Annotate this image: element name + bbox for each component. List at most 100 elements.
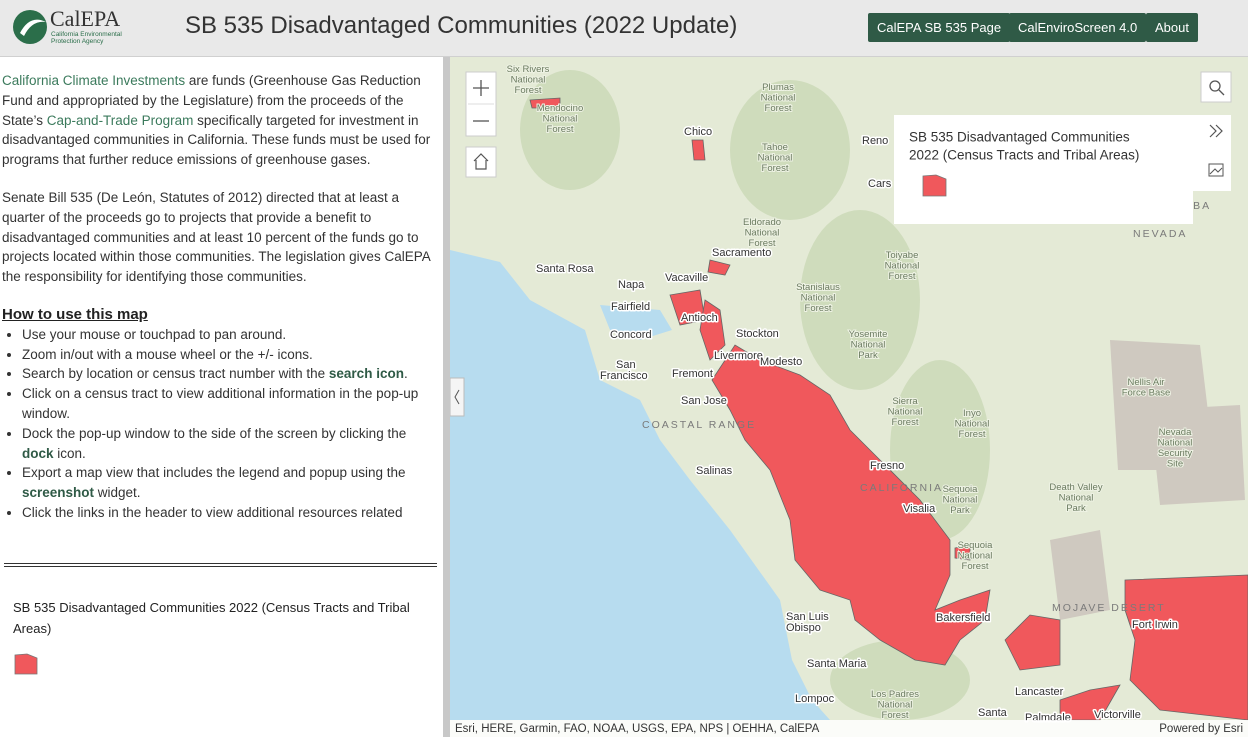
area-label-line: Six Rivers (507, 64, 550, 75)
logo-sub: Protection Agency (51, 38, 104, 45)
map-label: Lompoc (795, 693, 835, 705)
area-label-line: Sequoia (958, 540, 994, 551)
map-label: Santa (978, 707, 1008, 719)
area-label: Nellis Air Force Base (1122, 377, 1171, 399)
area-label-line: Forest (515, 85, 542, 96)
area-label-line: National (851, 340, 886, 351)
text: . (403, 366, 408, 382)
area-label-line: Sierra (892, 396, 918, 407)
map-label: Santa Rosa (536, 263, 594, 275)
region-label: NEVADA (1133, 228, 1187, 240)
legend-title: SB 535 Disadvantaged Communities 2022 (C… (13, 600, 410, 636)
text: Zoom in/out with a mouse wheel or the +/… (22, 346, 313, 362)
area-label: Toiyabe National Forest (885, 250, 920, 282)
expand-button[interactable] (1193, 115, 1231, 153)
area-label-line: Forest (547, 124, 574, 135)
ocean (450, 250, 830, 720)
map-label: Cars (868, 178, 892, 190)
step: Dock the pop-up window to the side of th… (22, 424, 440, 464)
area-label-line: National (543, 114, 578, 125)
map[interactable]: Chico Reno Cars Sacramento Santa Rosa Na… (450, 57, 1248, 737)
link[interactable]: California Climate Investments (2, 73, 186, 88)
step: Click the links in the header to view ad… (22, 503, 440, 523)
area-label: Stanislaus National Forest (796, 282, 840, 314)
map-label: Chico (684, 126, 712, 138)
map-label: Fremont (672, 368, 713, 380)
area-label-line: Nevada (1159, 427, 1192, 438)
area-label-line: Forest (889, 271, 916, 282)
header-button[interactable]: CalEnviroScreen 4.0 (1009, 13, 1147, 42)
area-label-line: National (801, 293, 836, 304)
area-label: Sierra National Forest (888, 396, 923, 428)
header-button[interactable]: CalEPA SB 535 Page (868, 13, 1011, 42)
area-label-line: Mendocino (537, 103, 583, 114)
restricted-areas (1050, 340, 1245, 620)
area-label: Six Rivers National Forest (507, 64, 550, 96)
area-label-line: Force Base (1122, 388, 1171, 399)
area-label-line: National (888, 407, 923, 418)
text: Dock the pop-up window to the side of th… (22, 425, 407, 441)
powered-by[interactable]: Powered by Esri (1159, 723, 1243, 735)
region-label: MOJAVE DESERT (1052, 602, 1166, 614)
disadvantaged-areas (529, 97, 1248, 721)
area-label: Tahoe National Forest (758, 142, 793, 174)
step: Zoom in/out with a mouse wheel or the +/… (22, 345, 440, 365)
area-label-line: National (1158, 438, 1193, 449)
keyword: search icon (328, 366, 404, 382)
region-label: COASTAL RANGE (642, 419, 756, 431)
map-label: San Luis (786, 611, 829, 623)
area-label-line: National (745, 228, 780, 239)
area-label-line: Forest (805, 303, 832, 314)
logo-swoosh (20, 19, 46, 36)
area-label: Eldorado National Forest (743, 217, 781, 249)
text: Click the links in the header to view ad… (22, 504, 403, 520)
zoom-in[interactable] (473, 80, 489, 96)
bill: Senate Bill 535 (De León, Statutes of 20… (2, 189, 430, 285)
bay (600, 305, 672, 340)
header-button[interactable]: About (1146, 13, 1198, 42)
area-label-line: Toiyabe (886, 250, 919, 261)
zoom-control (465, 71, 497, 178)
divider (4, 563, 437, 567)
forests (520, 70, 990, 720)
map-label: Livermore (714, 350, 763, 362)
area-label-line: National (1059, 493, 1094, 504)
map-label: Francisco (600, 370, 648, 382)
home-button[interactable] (465, 146, 497, 178)
legend: SB 535 Disadvantaged Communities 2022 (C… (13, 597, 423, 687)
area-label-line: National (958, 551, 993, 562)
map-label: Victorville (1094, 709, 1141, 721)
map-label: Vacaville (665, 272, 708, 284)
attribution: Esri, HERE, Garmin, FAO, NOAA, USGS, EPA… (455, 723, 820, 735)
area-label-line: National (955, 419, 990, 430)
splitter[interactable] (443, 57, 450, 737)
area-label-line: Nellis Air (1128, 377, 1165, 388)
how-title: How to use this map (2, 305, 148, 323)
area-label: Plumas National Forest (761, 82, 796, 114)
area-label: Yosemite National Park (849, 329, 888, 361)
logo[interactable]: CalEPA California Environmental Protecti… (0, 0, 180, 57)
logo-name: CalEPA (50, 6, 120, 31)
area-label-line: Security (1158, 448, 1193, 459)
map-label: San (616, 359, 636, 371)
area-label-line: National (878, 700, 913, 711)
area-label-line: Plumas (762, 82, 794, 93)
area-label: Inyo National Forest (955, 408, 990, 440)
area-label-line: Stanislaus (796, 282, 840, 293)
text: widget. (94, 485, 141, 501)
area-label-line: National (758, 153, 793, 164)
map-label: Visalia (903, 503, 936, 515)
legend-title: SB 535 Disadvantaged Communities (909, 130, 1130, 145)
map-label: Modesto (760, 356, 802, 368)
search-button[interactable] (1200, 71, 1232, 103)
intro: California Climate Investments are funds… (2, 71, 440, 170)
area-label-line: Forest (765, 103, 792, 114)
link[interactable]: Cap-and-Trade Program (46, 112, 194, 128)
area-label-line: Forest (882, 710, 909, 721)
step: Export a map view that includes the lege… (22, 463, 440, 503)
collapse-tab[interactable] (450, 377, 465, 417)
area-label-line: National (943, 495, 978, 506)
map-label: Napa (618, 279, 645, 291)
legend-swatch (922, 174, 947, 197)
